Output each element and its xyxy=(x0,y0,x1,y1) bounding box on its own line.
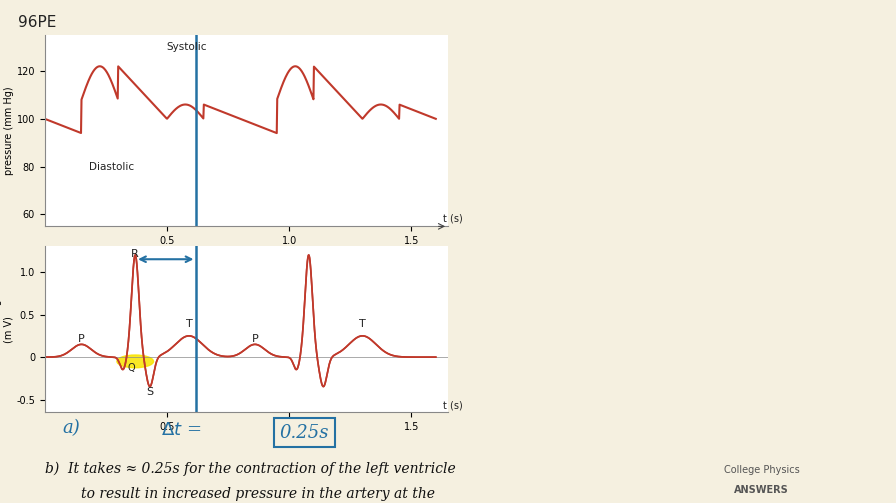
Circle shape xyxy=(116,355,153,368)
Text: to result in increased pressure in the artery at the: to result in increased pressure in the a… xyxy=(81,487,435,501)
Text: Diastolic: Diastolic xyxy=(89,161,134,172)
Text: 96PE: 96PE xyxy=(18,15,56,30)
Text: R: R xyxy=(132,249,139,259)
Y-axis label: Arterial blood
pressure (mm Hg): Arterial blood pressure (mm Hg) xyxy=(0,87,13,175)
Text: $\Delta t$ =: $\Delta t$ = xyxy=(161,421,202,439)
Text: P: P xyxy=(78,334,85,344)
Text: t (s): t (s) xyxy=(444,214,463,224)
Text: 0.25s: 0.25s xyxy=(280,424,330,442)
Text: College Physics: College Physics xyxy=(724,465,799,475)
Text: a): a) xyxy=(63,418,81,437)
Text: Q: Q xyxy=(127,363,135,373)
Text: T: T xyxy=(359,319,366,329)
Y-axis label: Lead II voltage
(m V): Lead II voltage (m V) xyxy=(0,294,13,365)
Text: P: P xyxy=(252,334,258,344)
Text: T: T xyxy=(185,319,193,329)
Text: Systolic: Systolic xyxy=(167,42,207,52)
Text: t (s): t (s) xyxy=(444,401,463,411)
Text: b)  It takes ≈ 0.25s for the contraction of the left ventricle: b) It takes ≈ 0.25s for the contraction … xyxy=(45,461,455,476)
Text: S: S xyxy=(146,387,153,397)
Text: ANSWERS: ANSWERS xyxy=(734,485,789,495)
